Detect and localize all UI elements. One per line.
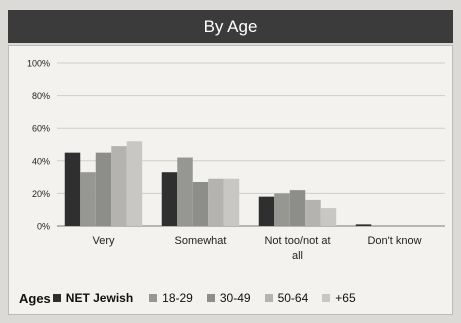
chart-panel: 0% 20% 40% 60% 80% 100% Very Somewhat Not too/no… xyxy=(8,45,453,315)
legend-item-30-49: 30-49 xyxy=(206,291,251,305)
y-tick-label: 0% xyxy=(37,222,50,232)
legend-title: Ages xyxy=(19,290,51,306)
legend-label: NET Jewish xyxy=(65,291,134,305)
legend: Ages NET Jewish 18-29 30-49 50-64 +65 xyxy=(19,287,444,309)
bar xyxy=(126,141,143,226)
bar xyxy=(192,181,209,226)
x-tick-label: all xyxy=(292,250,303,262)
bar xyxy=(208,178,224,226)
bar xyxy=(161,172,178,226)
legend-item-18-29: 18-29 xyxy=(149,291,193,305)
legend-item-net-jewish: NET Jewish xyxy=(52,291,134,305)
bar xyxy=(355,224,372,226)
bar-chart: 0% 20% 40% 60% 80% 100% Very Somewhat Not too/no… xyxy=(27,59,445,262)
y-tick-label: 60% xyxy=(32,124,50,134)
bar xyxy=(305,199,321,226)
y-tick-label: 80% xyxy=(32,91,50,101)
legend-item-50-64: 50-64 xyxy=(264,291,309,305)
legend-swatch xyxy=(322,294,331,302)
y-tick-label: 40% xyxy=(32,156,50,166)
bar xyxy=(177,157,193,226)
legend-item-65-plus: +65 xyxy=(322,291,356,305)
legend-label: +65 xyxy=(335,291,356,305)
legend-swatch xyxy=(206,294,215,302)
legend-label: 30-49 xyxy=(219,291,251,305)
x-tick-label: Not too/not at xyxy=(264,235,330,247)
bar xyxy=(289,190,306,226)
legend-swatch xyxy=(52,294,61,302)
bar xyxy=(223,178,240,226)
bar xyxy=(80,172,96,226)
legend-swatch xyxy=(264,294,273,302)
bar xyxy=(111,146,127,226)
bar xyxy=(320,208,337,226)
x-tick-label: Don't know xyxy=(367,235,421,247)
bar xyxy=(64,152,81,226)
x-tick-label: Somewhat xyxy=(175,235,227,247)
bar xyxy=(258,196,275,226)
bar xyxy=(95,152,112,226)
legend-label: 50-64 xyxy=(277,291,309,305)
chart-title: By Age xyxy=(8,10,453,43)
bar xyxy=(274,193,290,226)
x-tick-label: Very xyxy=(92,235,115,247)
legend-label: 18-29 xyxy=(162,291,193,305)
y-tick-label: 100% xyxy=(27,59,50,69)
legend-swatch xyxy=(149,294,158,302)
y-tick-label: 20% xyxy=(32,189,50,199)
